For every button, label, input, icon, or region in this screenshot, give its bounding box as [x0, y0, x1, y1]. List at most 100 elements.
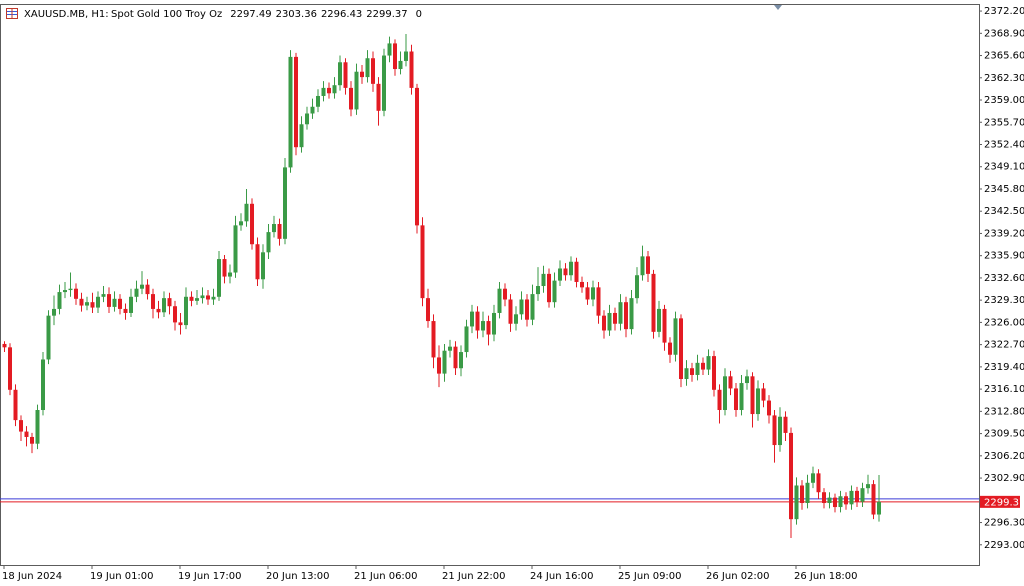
candle-body	[514, 314, 518, 324]
candle-body	[222, 259, 227, 277]
candle-body	[860, 488, 865, 502]
candle-body	[838, 496, 843, 508]
candle-body	[530, 294, 535, 320]
candle-body	[272, 224, 276, 233]
candle-body	[486, 321, 491, 335]
header-volume: 0	[416, 9, 422, 20]
candle-body	[679, 318, 683, 380]
candle-body	[360, 71, 364, 78]
y-tick-label: 2322.70	[984, 340, 1024, 351]
candle-body	[266, 232, 271, 253]
candle-body	[35, 410, 40, 444]
y-tick-label: 2335.90	[984, 251, 1024, 262]
candle-body	[827, 497, 832, 504]
y-tick-label: 2302.90	[984, 473, 1024, 484]
y-tick-label: 2362.30	[984, 73, 1024, 84]
candle-body	[624, 302, 628, 330]
candle-body	[629, 298, 634, 330]
candle-body	[96, 296, 100, 308]
candle-body	[756, 388, 760, 415]
candle-body	[8, 347, 12, 390]
candle-body	[651, 273, 656, 332]
candle-body	[519, 299, 524, 315]
candle-body	[635, 275, 639, 299]
candle-body	[244, 203, 249, 222]
candle-body	[448, 346, 452, 351]
candle-body	[640, 256, 645, 276]
y-tick-label: 2306.20	[984, 451, 1024, 462]
candle-body	[206, 295, 210, 300]
candle-body	[712, 356, 716, 390]
candle-body	[200, 295, 205, 299]
candle-body	[585, 287, 590, 300]
x-tick-label: 18 Jun 2024	[2, 571, 62, 582]
candle-body	[618, 302, 623, 324]
candle-body	[211, 296, 216, 300]
candle-body	[393, 43, 397, 70]
candle-body	[90, 302, 95, 308]
candle-body	[497, 288, 502, 313]
candle-body	[613, 312, 617, 324]
y-tick-label: 2355.70	[984, 117, 1024, 128]
y-tick-label: 2332.60	[984, 273, 1024, 284]
candle-body	[409, 51, 414, 88]
candle-body	[189, 296, 194, 301]
candle-body	[569, 261, 573, 276]
y-tick-label: 2349.10	[984, 162, 1024, 173]
y-tick-label: 2316.10	[984, 384, 1024, 395]
candle-body	[602, 315, 606, 331]
candle-body	[112, 298, 117, 307]
candle-body	[24, 431, 29, 437]
description: Spot Gold 100 Troy Oz	[111, 9, 222, 20]
x-tick-label: 20 Jun 13:00	[266, 571, 330, 582]
candle-body	[684, 368, 689, 380]
candle-body	[338, 62, 342, 86]
candle-body	[426, 298, 430, 322]
candle-body	[767, 400, 771, 416]
candle-body	[607, 312, 612, 331]
candle-body	[695, 362, 700, 375]
candle-body	[547, 273, 551, 303]
candle-body	[404, 51, 408, 61]
candle-body	[558, 268, 562, 281]
candle-body	[217, 259, 221, 297]
candle-body	[233, 225, 238, 273]
y-tick-label: 2372.20	[984, 6, 1024, 17]
candle-body	[849, 490, 854, 505]
y-tick-label: 2352.40	[984, 139, 1024, 150]
candle-body	[2, 343, 7, 348]
candle-body	[596, 287, 601, 316]
candle-body	[541, 273, 546, 287]
candle-body	[646, 256, 650, 274]
candle-body	[855, 490, 859, 502]
candle-body	[349, 87, 353, 110]
candle-body	[431, 321, 436, 358]
candle-body	[816, 473, 821, 493]
candle-body	[167, 298, 172, 307]
x-tick-label: 26 Jun 18:00	[794, 571, 858, 582]
candle-body	[475, 311, 480, 331]
symbol-icon	[6, 8, 18, 19]
candle-body	[283, 167, 287, 239]
candle-body	[437, 357, 441, 374]
candle-body	[800, 485, 804, 504]
candle-body	[299, 124, 304, 148]
candle-body	[701, 362, 705, 370]
candle-body	[442, 350, 447, 374]
candle-body	[525, 299, 529, 320]
candle-body	[464, 326, 469, 353]
candle-body	[789, 432, 793, 520]
candle-body	[580, 281, 584, 288]
candle-body	[294, 56, 298, 148]
candle-body	[310, 106, 315, 114]
candle-body	[728, 376, 733, 389]
candle-body	[794, 485, 799, 520]
candle-body	[305, 113, 309, 125]
candle-body	[492, 312, 496, 335]
candle-body	[778, 416, 782, 446]
y-tick-label: 2296.30	[984, 518, 1024, 529]
candle-body	[151, 294, 155, 309]
